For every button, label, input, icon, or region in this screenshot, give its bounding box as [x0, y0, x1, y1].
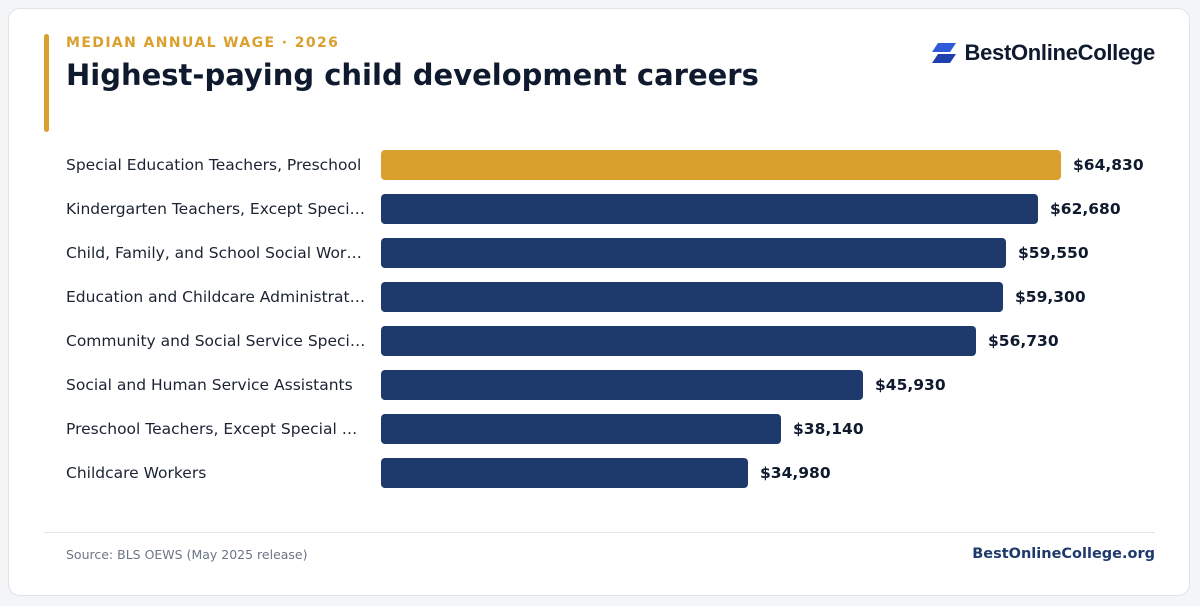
category-label: Child, Family, and School Social Workers: [66, 244, 366, 262]
value-label: $34,980: [760, 464, 831, 482]
footer-divider: [44, 532, 1155, 533]
bar: [381, 238, 1006, 268]
value-label: $59,300: [1015, 288, 1086, 306]
value-label: $64,830: [1073, 156, 1144, 174]
value-label: $56,730: [988, 332, 1059, 350]
value-label: $59,550: [1018, 244, 1089, 262]
value-label: $38,140: [793, 420, 864, 438]
logo-text: BestOnlineCollege: [964, 40, 1156, 65]
bar: [381, 458, 748, 488]
category-label: Special Education Teachers, Preschool: [66, 156, 362, 174]
bar: [381, 194, 1038, 224]
site-name: BestOnlineCollege.org: [972, 546, 1155, 562]
category-label: Education and Childcare Administrators: [66, 288, 366, 306]
bar: [381, 150, 1061, 180]
value-label: $45,930: [875, 376, 946, 394]
category-label: Kindergarten Teachers, Except Special Ed…: [66, 200, 366, 218]
source-note: Source: BLS OEWS (May 2025 release): [66, 547, 308, 562]
value-label: $62,680: [1050, 200, 1121, 218]
accent-bar: [44, 34, 49, 132]
chart-title: Highest-paying child development careers: [66, 58, 759, 92]
chart-card: MEDIAN ANNUAL WAGE · 2026 Highest-paying…: [8, 8, 1190, 596]
bar: [381, 414, 781, 444]
bar-chart: Special Education Teachers, Preschool $64…: [9, 9, 1191, 509]
category-label: Preschool Teachers, Except Special Educa…: [66, 420, 366, 438]
category-label: Social and Human Service Assistants: [66, 376, 353, 394]
chart-subtitle: MEDIAN ANNUAL WAGE · 2026: [66, 35, 340, 51]
category-label: Community and Social Service Specialists: [66, 332, 366, 350]
bar: [381, 326, 976, 356]
brand-logo: BestOnlineCollege: [931, 40, 1156, 66]
bar: [381, 282, 1003, 312]
category-label: Childcare Workers: [66, 464, 207, 482]
logo-mark-icon: [931, 43, 956, 63]
bar: [381, 370, 863, 400]
